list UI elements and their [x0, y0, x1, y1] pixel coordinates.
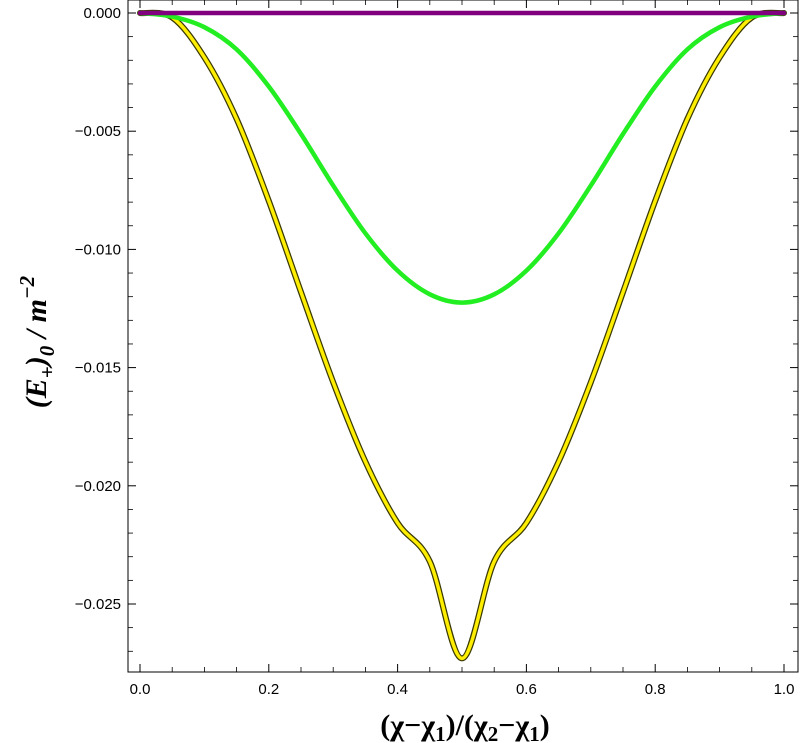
plot-frame	[127, 0, 799, 673]
x-tick-label: 0.2	[258, 681, 279, 698]
tick-labels: 0.0 0.2 0.4 0.6 0.8 1.0 0.000 −0.005 −0.010 −0.01…	[75, 5, 795, 698]
x-tick-label: 1.0	[774, 681, 795, 698]
x-tick-label: 0.8	[645, 681, 666, 698]
series-layer	[137, 9, 787, 662]
x-tick-label: 0.0	[130, 681, 151, 698]
series-line-0	[138, 10, 786, 661]
x-tick-label: 0.4	[387, 681, 408, 698]
y-tick-label: −0.020	[75, 478, 121, 495]
y-tick-label: −0.010	[75, 241, 121, 258]
axis-ticks	[128, 0, 798, 672]
series-line-outline	[137, 9, 787, 662]
y-axis-title: (E+)0 / m−2	[15, 275, 59, 408]
y-tick-label: −0.005	[75, 123, 121, 140]
y-tick-label: −0.025	[75, 596, 121, 613]
x-axis-title: (χ−χ1)/(χ2−χ1)	[380, 709, 549, 743]
x-tick-label: 0.6	[516, 681, 537, 698]
series-line-1	[137, 10, 787, 305]
y-tick-label: 0.000	[83, 5, 121, 22]
y-tick-label: −0.015	[75, 360, 121, 377]
